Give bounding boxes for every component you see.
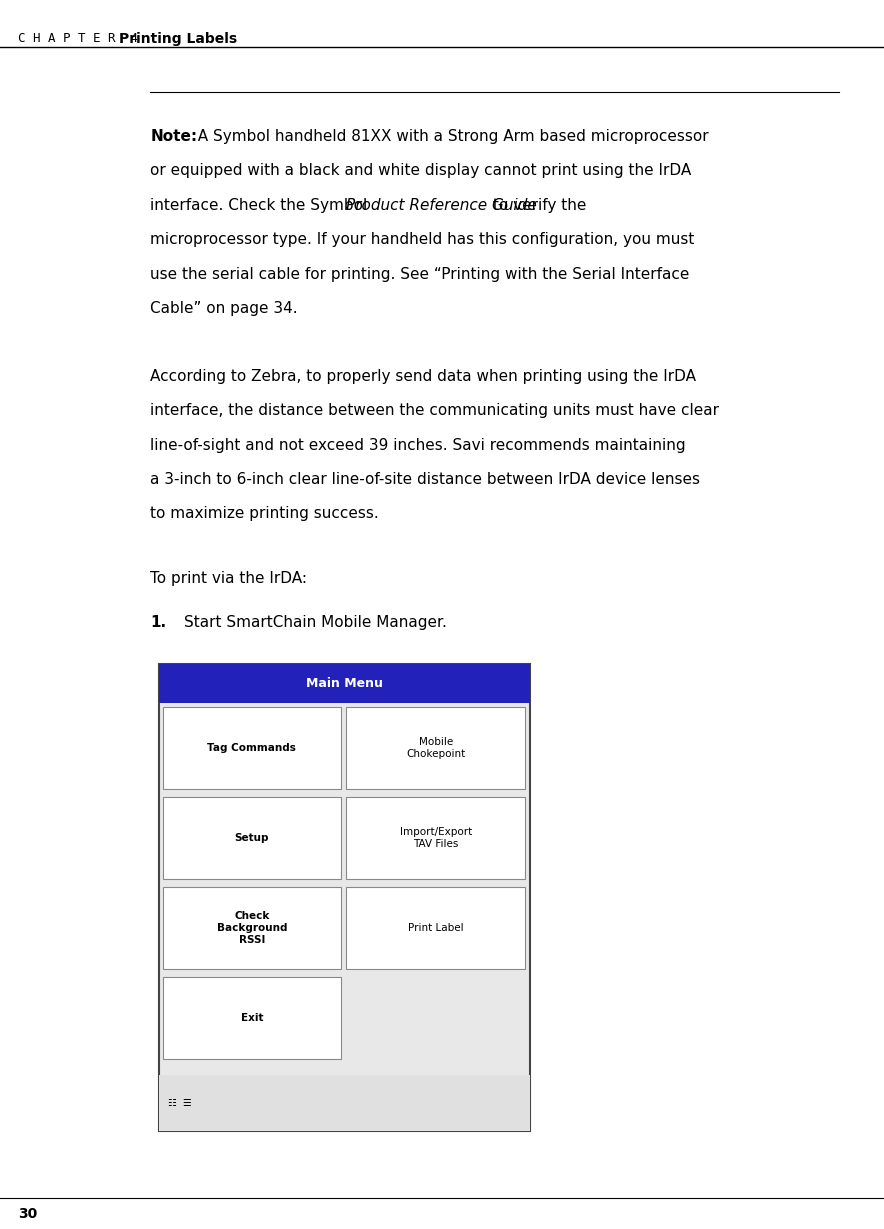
Text: Product Reference Guide: Product Reference Guide [347, 198, 537, 213]
Text: Setup: Setup [234, 833, 269, 843]
Text: Printing Labels: Printing Labels [119, 32, 238, 45]
Text: microprocessor type. If your handheld has this configuration, you must: microprocessor type. If your handheld ha… [150, 232, 695, 247]
FancyBboxPatch shape [347, 887, 525, 970]
Text: use the serial cable for printing. See “Printing with the Serial Interface: use the serial cable for printing. See “… [150, 267, 690, 281]
Text: or equipped with a black and white display cannot print using the IrDA: or equipped with a black and white displ… [150, 163, 691, 178]
Text: ☷  ☰: ☷ ☰ [168, 1097, 192, 1109]
FancyBboxPatch shape [163, 796, 341, 880]
Text: a 3-inch to 6-inch clear line-of-site distance between IrDA device lenses: a 3-inch to 6-inch clear line-of-site di… [150, 472, 700, 487]
Text: to verify the: to verify the [488, 198, 586, 213]
Text: Import/Export
TAV Files: Import/Export TAV Files [400, 827, 472, 849]
Text: Start SmartChain Mobile Manager.: Start SmartChain Mobile Manager. [184, 614, 446, 629]
Text: 1.: 1. [150, 614, 166, 629]
Text: 30: 30 [18, 1207, 37, 1220]
FancyBboxPatch shape [163, 977, 341, 1059]
Text: to maximize printing success.: to maximize printing success. [150, 506, 379, 521]
FancyBboxPatch shape [347, 707, 525, 789]
Text: To print via the IrDA:: To print via the IrDA: [150, 571, 308, 586]
Text: Exit: Exit [240, 1013, 263, 1023]
Text: Cable” on page 34.: Cable” on page 34. [150, 301, 298, 316]
Text: line-of-sight and not exceed 39 inches. Savi recommends maintaining: line-of-sight and not exceed 39 inches. … [150, 438, 686, 452]
Text: interface, the distance between the communicating units must have clear: interface, the distance between the comm… [150, 403, 720, 418]
FancyBboxPatch shape [159, 1075, 530, 1131]
Text: Tag Commands: Tag Commands [208, 744, 296, 753]
FancyBboxPatch shape [163, 887, 341, 970]
Text: A Symbol handheld 81XX with a Strong Arm based microprocessor: A Symbol handheld 81XX with a Strong Arm… [188, 129, 709, 144]
Text: Mobile
Chokepoint: Mobile Chokepoint [406, 737, 465, 758]
Text: Print Label: Print Label [408, 923, 463, 933]
Text: interface. Check the Symbol: interface. Check the Symbol [150, 198, 372, 213]
FancyBboxPatch shape [159, 664, 530, 1131]
FancyBboxPatch shape [163, 707, 341, 789]
FancyBboxPatch shape [159, 664, 530, 703]
Text: Check
Background
RSSI: Check Background RSSI [217, 912, 287, 945]
Text: C H A P T E R  4: C H A P T E R 4 [18, 32, 138, 45]
FancyBboxPatch shape [347, 796, 525, 880]
Text: Main Menu: Main Menu [306, 677, 383, 689]
Text: Note:: Note: [150, 129, 197, 144]
Text: According to Zebra, to properly send data when printing using the IrDA: According to Zebra, to properly send dat… [150, 369, 697, 383]
